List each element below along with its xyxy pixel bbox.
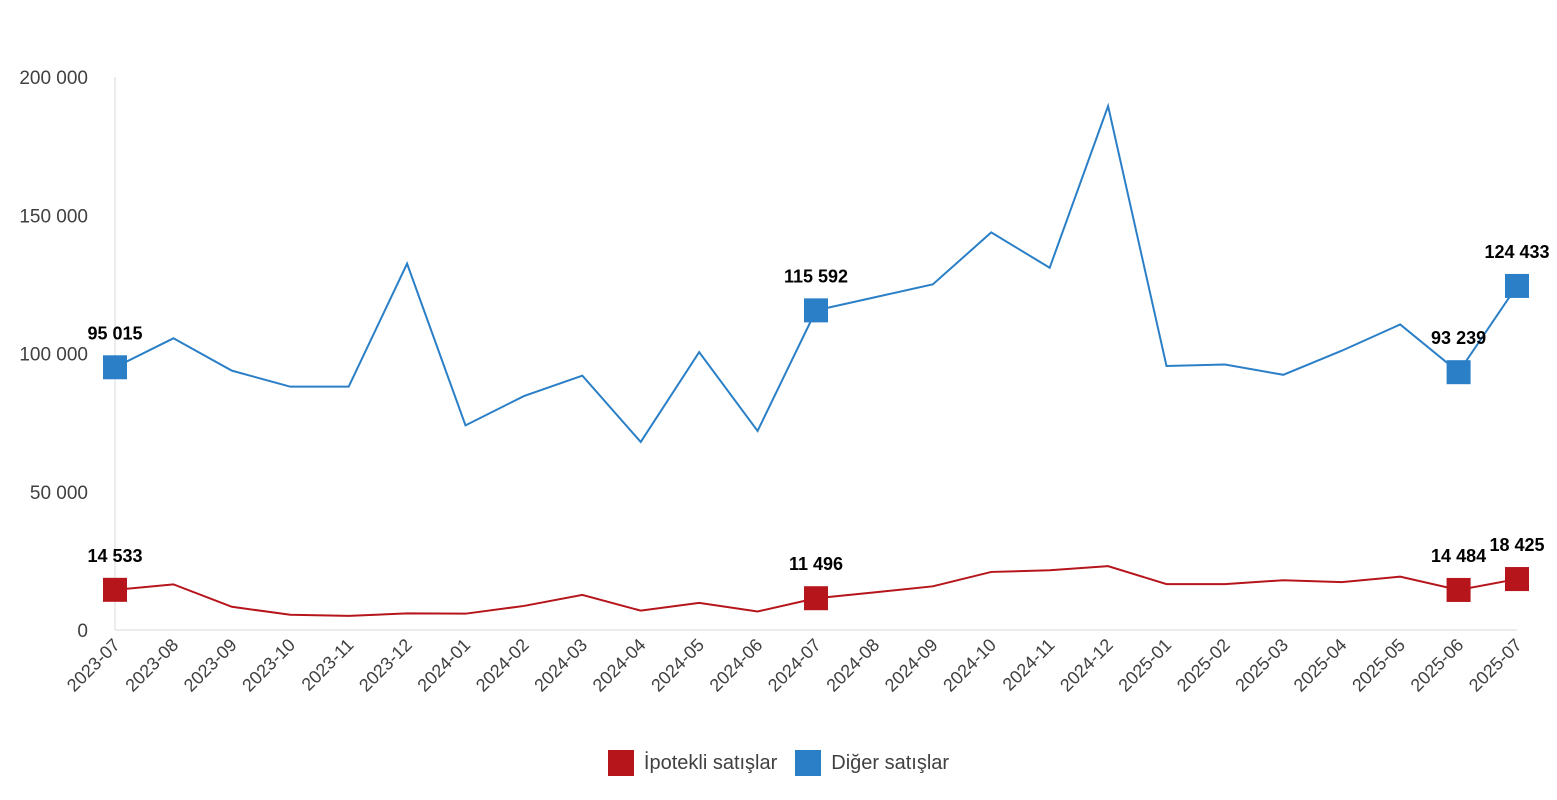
data-label: 14 533 [87,546,142,566]
legend: İpotekli satışlar Diğer satışlar [0,750,1557,776]
x-tick-label: 2023-10 [238,635,299,696]
x-tick-label: 2024-06 [706,635,767,696]
x-tick-label: 2025-03 [1231,635,1292,696]
x-tick-label: 2024-05 [647,635,708,696]
x-tick-label: 2023-08 [121,635,182,696]
series-markers [103,273,1529,611]
x-tick-label: 2023-07 [63,635,124,696]
data-point-marker [804,586,828,611]
x-axis-ticks: 2023-072023-082023-092023-102023-112023-… [63,635,1526,696]
y-tick-label: 150 000 [19,206,88,227]
x-tick-label: 2024-01 [413,635,474,696]
x-tick-label: 2025-01 [1114,635,1175,696]
data-label: 11 496 [789,554,843,574]
series-lines [114,102,1518,617]
data-label: 93 239 [1431,328,1486,348]
y-axis-ticks: 0 50 000 100 000 150 000 200 000 [19,68,88,642]
data-point-marker [1505,273,1529,298]
data-point-marker [1505,567,1529,592]
y-tick-label: 200 000 [19,68,88,89]
legend-label-ipotekli: İpotekli satışlar [643,751,778,774]
x-tick-label: 2025-07 [1465,635,1526,696]
x-tick-label: 2024-12 [1056,635,1117,696]
data-point-marker [804,298,828,323]
x-tick-label: 2024-02 [472,635,533,696]
data-point-marker [1446,360,1471,385]
x-tick-label: 2025-06 [1407,635,1468,696]
x-tick-label: 2024-03 [530,635,591,696]
x-tick-label: 2024-04 [589,635,650,696]
x-tick-label: 2024-07 [764,635,825,696]
data-point-marker [103,577,127,602]
x-tick-label: 2024-10 [939,635,1000,696]
data-label: 18 425 [1489,535,1544,555]
y-tick-label: 50 000 [30,483,88,504]
legend-swatch-ipotekli [607,750,634,776]
x-tick-label: 2024-11 [999,635,1059,695]
legend-item-diger[interactable]: Diğer satışlar [795,750,949,776]
data-point-marker [103,355,127,380]
legend-label-diger: Diğer satışlar [831,751,950,774]
data-label: 124 433 [1484,242,1549,262]
data-point-marker [1446,577,1471,602]
x-tick-label: 2025-02 [1173,635,1234,696]
x-tick-label: 2023-09 [180,635,241,696]
y-tick-label: 100 000 [19,345,88,366]
legend-swatch-diger [795,750,822,776]
legend-item-ipotekli[interactable]: İpotekli satışlar [607,750,778,776]
x-tick-label: 2024-08 [822,635,883,696]
data-label: 14 484 [1431,546,1486,566]
data-label: 95 015 [87,323,142,343]
x-tick-label: 2023-11 [298,635,358,695]
x-tick-label: 2023-12 [355,635,416,696]
data-label: 115 592 [784,266,848,286]
x-tick-label: 2025-04 [1290,635,1351,696]
y-tick-label: 0 [77,621,88,642]
x-tick-label: 2024-09 [881,635,942,696]
x-tick-label: 2025-05 [1348,635,1409,696]
